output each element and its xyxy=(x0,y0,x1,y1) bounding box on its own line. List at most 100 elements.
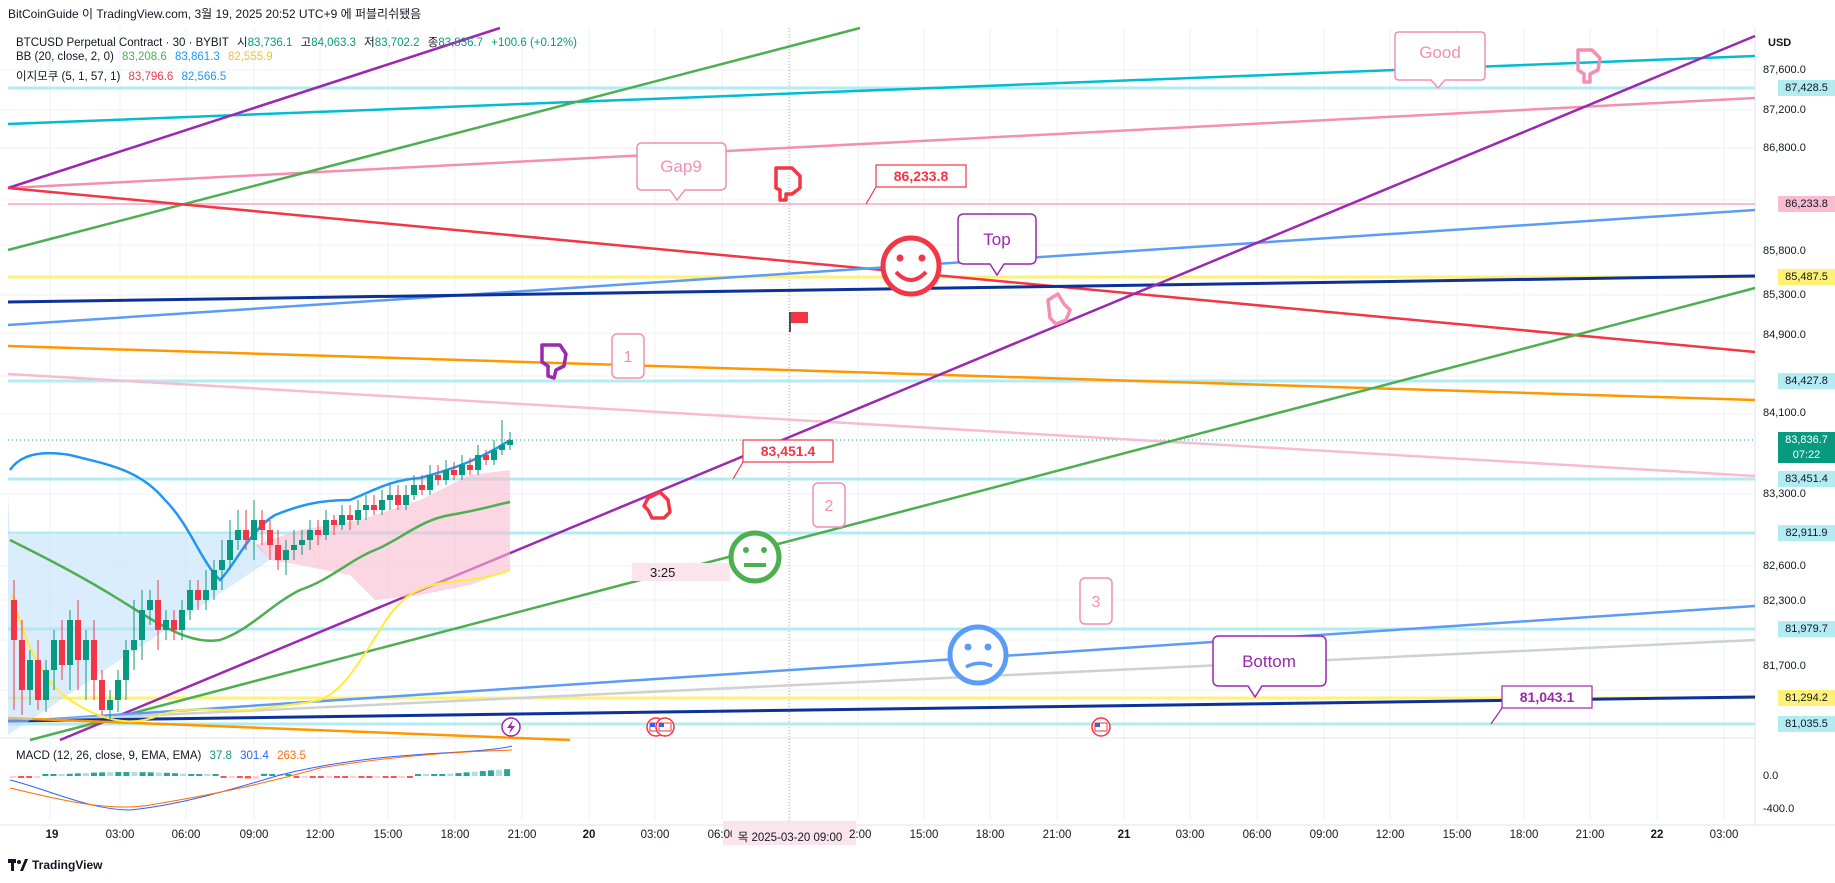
candle-body xyxy=(171,620,177,630)
trendline-purple-main xyxy=(59,34,1756,742)
candle-body xyxy=(483,455,489,460)
candle-body xyxy=(11,600,17,640)
legend-macd-label: MACD (12, 26, close, 9, EMA, EMA) xyxy=(16,750,202,762)
flag-icon[interactable] xyxy=(789,312,808,332)
time-tick: 15:00 xyxy=(909,829,939,841)
legend-ichimoku-v1: 83,796.6 xyxy=(128,71,174,83)
candle-body xyxy=(387,495,393,500)
candle-body xyxy=(19,640,25,690)
time-tick: 06:00 xyxy=(1242,829,1272,841)
macd-bar xyxy=(82,772,89,776)
bubble-bottom[interactable]: Bottom xyxy=(1212,635,1327,699)
legend-bb-v3: 82,555.9 xyxy=(227,51,273,63)
candle-body xyxy=(195,590,201,600)
candle-body xyxy=(123,650,129,680)
callout-3[interactable]: 3 xyxy=(1079,577,1113,625)
hand-pointer-icon-purple[interactable] xyxy=(540,343,568,380)
callout-2[interactable]: 2 xyxy=(812,482,846,528)
candle-body xyxy=(275,545,281,560)
price-callout-86233[interactable]: 86,233.8 xyxy=(865,164,967,205)
candle-body xyxy=(203,590,209,600)
macd-bar xyxy=(439,774,446,776)
price-tag-84427: 84,427.8 xyxy=(1778,373,1835,389)
legend-change: +100.6 (+0.12%) xyxy=(491,37,577,49)
macd-bar xyxy=(479,771,486,776)
candle-body xyxy=(259,520,265,530)
candle-body xyxy=(139,610,145,640)
macd-bar xyxy=(244,776,251,779)
macd-bar xyxy=(390,776,397,778)
time-tick: 06:00 xyxy=(707,829,737,841)
macd-bar xyxy=(463,772,470,776)
macd-bar xyxy=(155,772,162,776)
legend-low: 83,702.2 xyxy=(374,37,420,49)
candle-body xyxy=(211,570,217,590)
macd-bar xyxy=(496,769,502,776)
bubble-gap[interactable]: Gap9 xyxy=(636,142,727,202)
candle-body xyxy=(323,520,329,535)
bubble-gap-text: Gap9 xyxy=(660,157,702,176)
macd-bar xyxy=(172,773,178,776)
tradingview-brand: TradingView xyxy=(32,858,103,872)
macd-bar xyxy=(220,776,227,778)
event-marker-us-flag-icon-2[interactable] xyxy=(655,717,675,737)
tradingview-logo[interactable]: TradingView xyxy=(8,858,102,872)
time-tick: 18:00 xyxy=(440,829,470,841)
smile-face-icon[interactable] xyxy=(880,235,942,297)
macd-bar xyxy=(123,772,130,776)
hand-pointer-icon-red-top[interactable] xyxy=(774,166,802,202)
price-tick: 84,100.0 xyxy=(1763,407,1806,419)
macd-bar xyxy=(139,772,146,776)
time-tick: 09:00 xyxy=(239,829,269,841)
macd-bar xyxy=(382,776,389,778)
bubble-good[interactable]: Good xyxy=(1394,31,1486,90)
confused-face-icon[interactable] xyxy=(947,624,1009,686)
price-callout-83451[interactable]: 83,451.4 xyxy=(732,439,834,480)
price-tag-current: 83,836.7 xyxy=(1778,432,1835,448)
macd-bar xyxy=(163,772,170,776)
candle-body xyxy=(435,475,441,480)
candle-body xyxy=(67,620,73,665)
macd-histogram xyxy=(10,769,511,780)
candle-body xyxy=(91,640,97,680)
callout-1[interactable]: 1 xyxy=(611,333,645,379)
candle-body xyxy=(467,465,473,470)
legend-macd[interactable]: MACD (12, 26, close, 9, EMA, EMA) 37.8 3… xyxy=(16,750,311,762)
event-marker-us-flag-icon-3[interactable] xyxy=(1091,717,1111,737)
candle-body xyxy=(27,660,33,690)
bubble-top-text: Top xyxy=(983,230,1010,249)
neutral-face-icon[interactable] xyxy=(728,530,782,584)
macd-bar xyxy=(204,774,211,776)
price-callout-81043[interactable]: 81,043.1 xyxy=(1490,685,1593,725)
macd-bar xyxy=(50,774,57,776)
hand-pointer-icon-pink-right[interactable] xyxy=(1046,292,1072,326)
legend-macd-v1: 37.8 xyxy=(209,750,232,762)
legend-bb[interactable]: BB (20, close, 2, 0) 83,208.6 83,861.3 8… xyxy=(16,51,278,63)
currency-label[interactable]: USD xyxy=(1768,37,1792,49)
macd-tick-0: 0.0 xyxy=(1763,770,1779,782)
trendline-orange-lower xyxy=(7,716,571,742)
macd-bar xyxy=(188,774,195,776)
macd-bar xyxy=(309,776,316,778)
candle-body xyxy=(163,620,169,630)
macd-bar xyxy=(99,772,106,776)
candle-body xyxy=(115,680,121,700)
macd-bar xyxy=(358,776,365,778)
event-marker-lightning-icon[interactable] xyxy=(501,717,521,737)
price-tag-82911: 82,911.9 xyxy=(1778,525,1835,541)
trendline-cyan xyxy=(7,54,1756,126)
trendline-orange xyxy=(7,344,1756,402)
legend-symbol[interactable]: BTCUSD Perpetual Contract · 30 · BYBIT xyxy=(16,37,229,49)
candle-body xyxy=(507,440,513,445)
time-tick: 06:00 xyxy=(171,829,201,841)
macd-bar xyxy=(115,772,122,776)
bubble-top[interactable]: Top xyxy=(957,213,1037,277)
macd-bar xyxy=(42,774,49,776)
legend-bb-label: BB (20, close, 2, 0) xyxy=(16,51,114,63)
candle-body xyxy=(83,640,89,660)
candle-body xyxy=(315,530,321,535)
legend-ichimoku[interactable]: 이지모쿠 (5, 1, 57, 1) 83,796.6 82,566.5 xyxy=(16,68,231,84)
hand-pointer-icon-red-lower[interactable] xyxy=(642,490,672,520)
hand-pointer-icon-pink-top[interactable] xyxy=(1576,48,1602,84)
